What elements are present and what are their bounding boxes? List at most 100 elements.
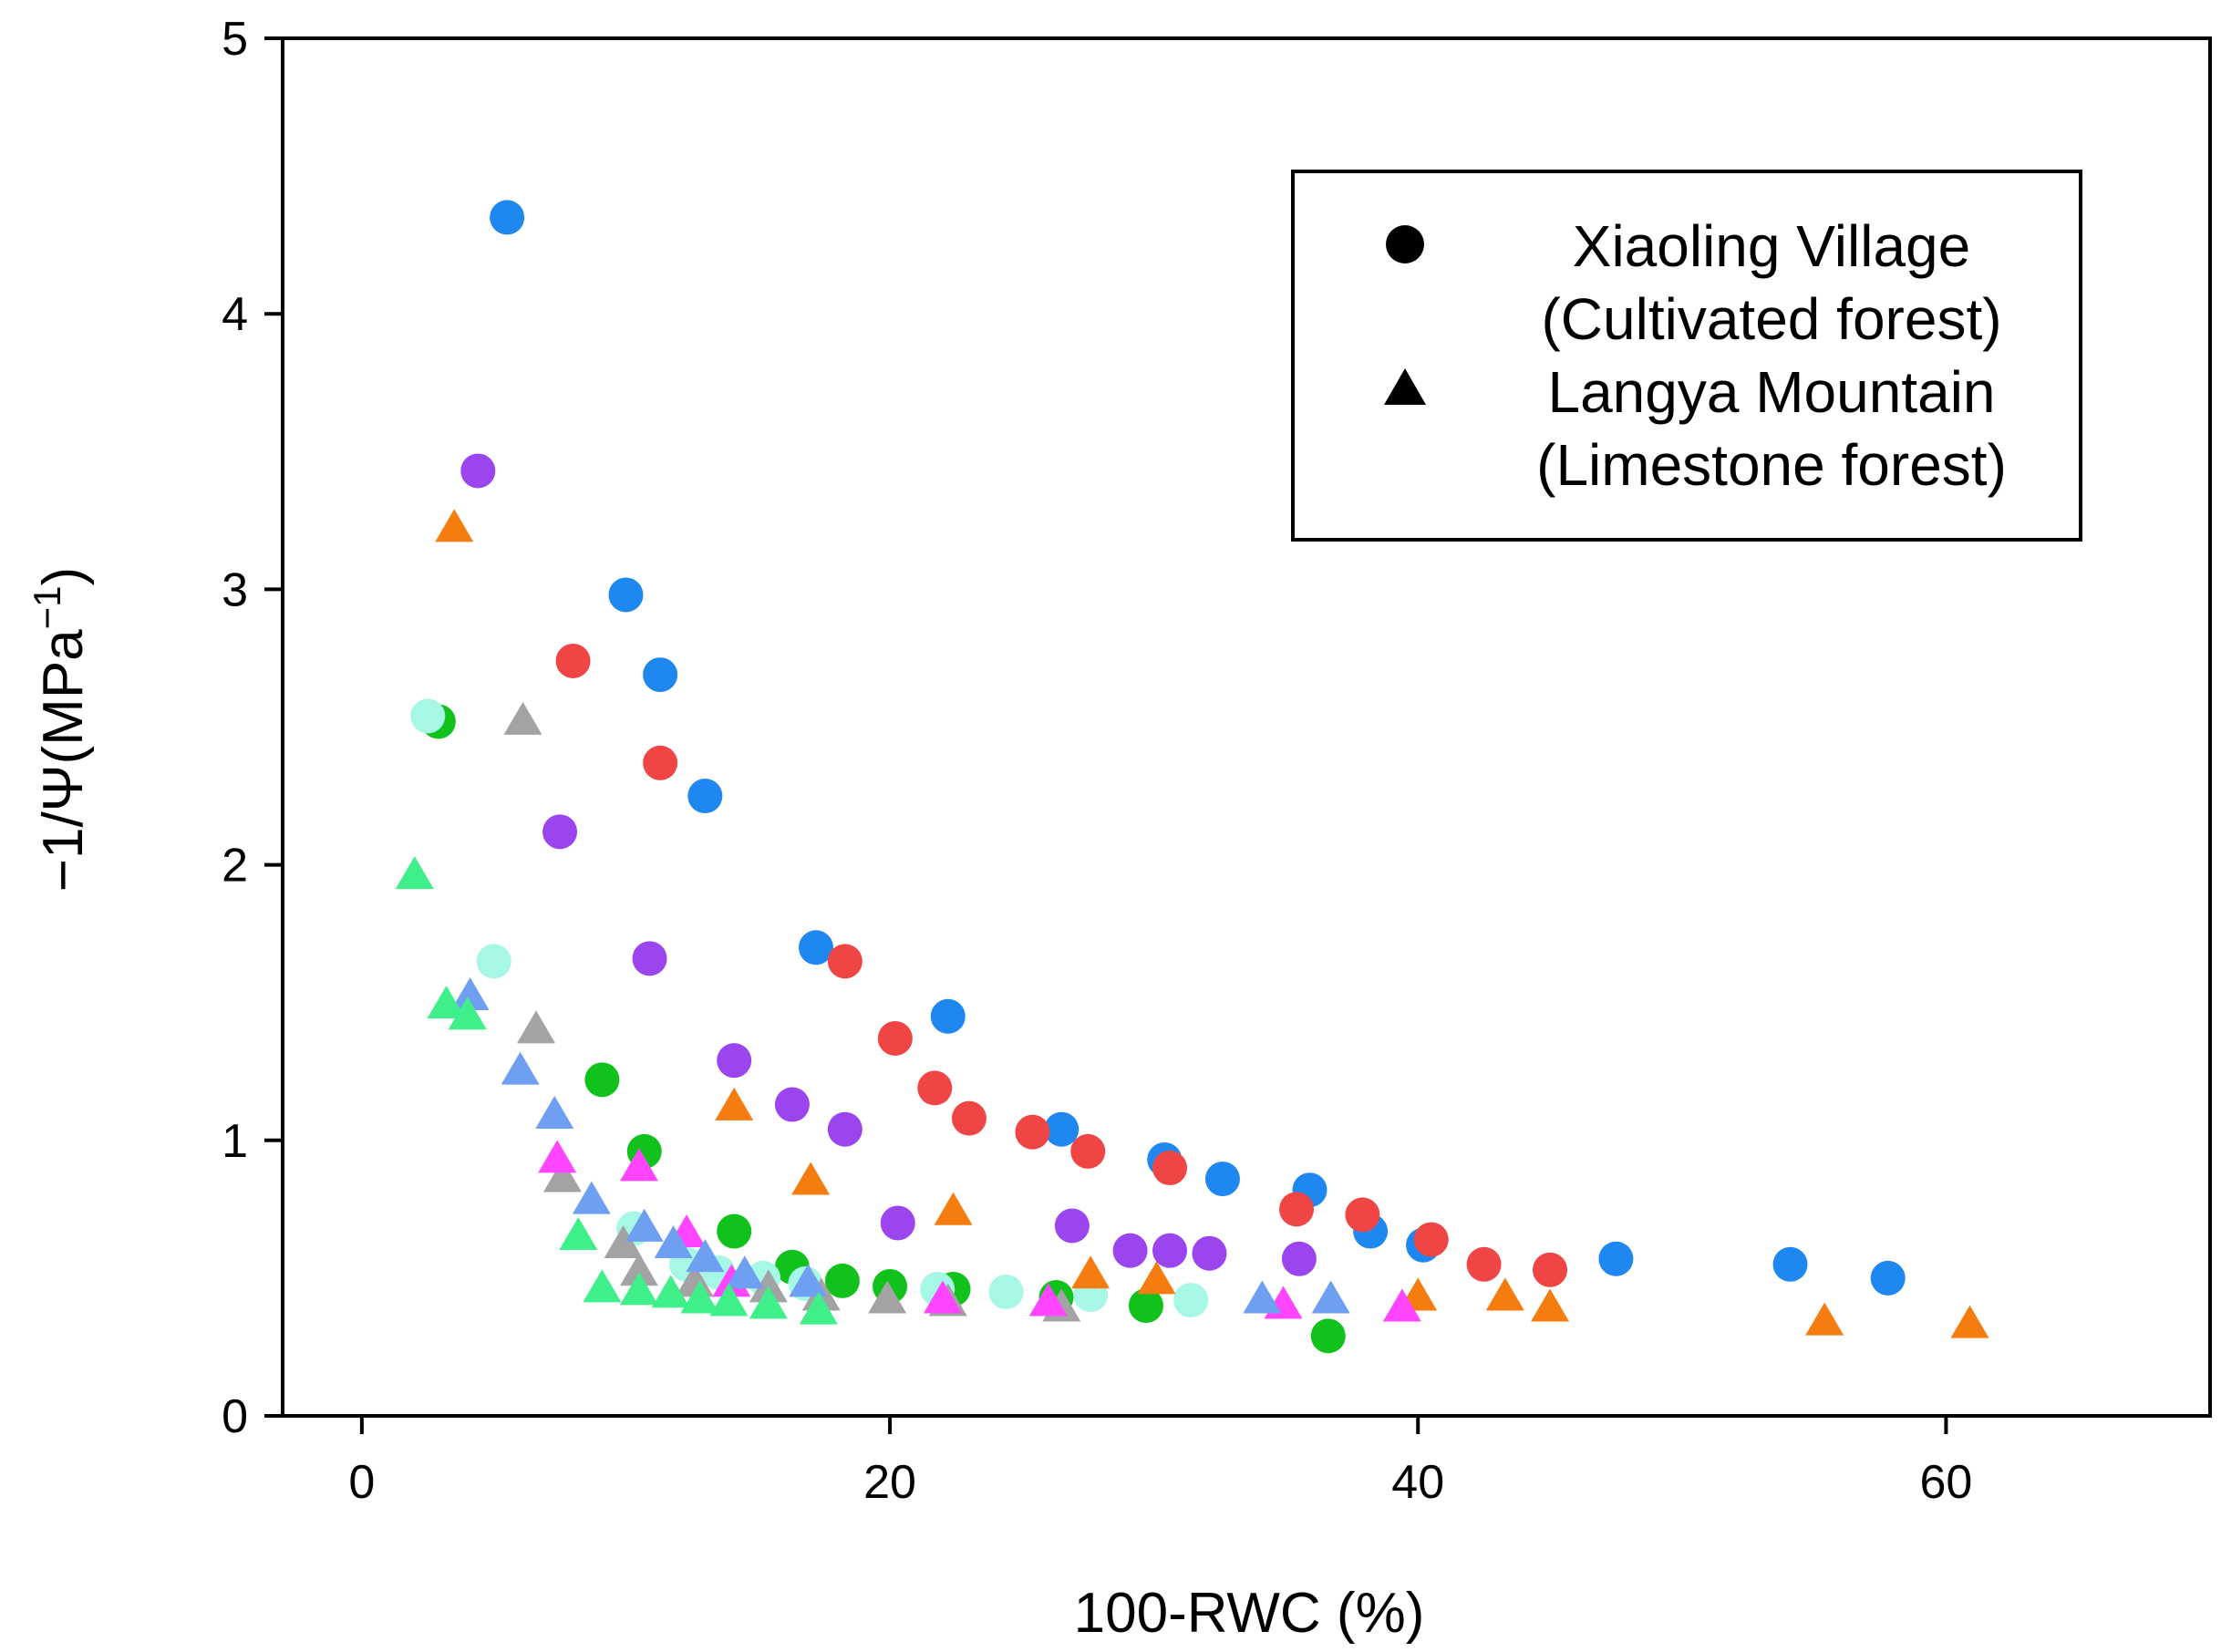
data-point-circle <box>1192 1235 1227 1271</box>
data-point-circle <box>1044 1111 1080 1147</box>
legend-entry-2-line2: (Limestone forest) <box>1536 432 2007 498</box>
data-point-circle <box>988 1275 1024 1310</box>
data-point-circle <box>643 745 678 780</box>
data-point-triangle <box>583 1269 622 1303</box>
legend-triangle-marker <box>1384 368 1426 405</box>
data-point-circle <box>1598 1241 1634 1276</box>
data-point-triangle <box>619 1148 658 1182</box>
data-point-circle <box>824 1263 860 1298</box>
data-point-circle <box>1152 1151 1188 1186</box>
data-point-circle <box>798 930 833 965</box>
x-tick-label: 60 <box>1919 1456 1972 1509</box>
data-point-circle <box>476 944 511 979</box>
data-point-circle <box>827 1111 863 1147</box>
x-tick-label: 40 <box>1391 1456 1444 1509</box>
data-point-circle <box>555 643 591 678</box>
y-axis-title-superscript: −1 <box>26 585 68 629</box>
plot-frame <box>281 36 2212 1418</box>
data-point-circle <box>643 657 678 693</box>
data-point-triangle <box>791 1162 831 1195</box>
data-point-triangle <box>435 509 474 542</box>
data-point-triangle <box>572 1181 611 1214</box>
data-point-circle <box>930 998 966 1034</box>
data-point-circle <box>1281 1241 1317 1276</box>
data-point-triangle <box>517 1010 556 1044</box>
data-point-circle <box>1533 1252 1568 1287</box>
x-axis-ticks: 0 20 40 60 <box>348 1416 1972 1509</box>
data-point-triangle <box>395 856 434 890</box>
data-point-circle <box>687 779 723 814</box>
data-point-triangle <box>542 1159 582 1193</box>
data-point-triangle <box>1311 1280 1350 1314</box>
data-point-circle <box>608 577 644 613</box>
data-point-triangle <box>1382 1288 1421 1322</box>
data-point-circle <box>1070 1133 1106 1169</box>
legend-box <box>1291 170 2082 542</box>
data-point-triangle <box>559 1216 598 1250</box>
legend-entry-1-line1: Xiaoling Village <box>1573 213 1970 279</box>
y-tick-label: 1 <box>222 1115 248 1168</box>
x-axis-title: 100-RWC (%) <box>1074 1582 1425 1645</box>
data-point-triangle <box>749 1285 788 1319</box>
data-point-triangle <box>868 1280 907 1314</box>
legend-entry-1-line2: (Cultivated forest) <box>1541 286 2001 352</box>
data-point-circle <box>460 453 496 489</box>
data-point-triangle <box>501 1051 540 1085</box>
data-point-triangle <box>1485 1277 1524 1311</box>
legend-entry-2-line1: Langya Mountain <box>1547 359 1995 425</box>
data-point-triangle <box>619 1253 658 1286</box>
data-point-circle <box>1345 1197 1380 1233</box>
data-point-triangle <box>503 701 542 735</box>
y-tick-label: 4 <box>222 288 248 341</box>
data-point-triangle <box>1805 1302 1844 1336</box>
data-point-triangle <box>934 1192 973 1225</box>
data-point-circle <box>1152 1233 1188 1268</box>
data-point-circle <box>1112 1233 1148 1268</box>
data-point-triangle <box>619 1272 658 1306</box>
data-point-triangle <box>789 1264 828 1297</box>
data-point-circle <box>542 814 578 850</box>
data-point-triangle <box>1531 1288 1570 1322</box>
data-point-triangle <box>725 1255 764 1289</box>
data-point-circle <box>1054 1208 1090 1244</box>
data-point-triangle <box>1243 1280 1282 1314</box>
data-point-circle <box>1173 1283 1209 1318</box>
data-point-circle <box>1310 1318 1346 1354</box>
data-point-circle <box>717 1043 752 1079</box>
y-tick-label: 3 <box>222 563 248 616</box>
data-point-triangle <box>1071 1255 1110 1289</box>
data-point-circle <box>1413 1222 1449 1257</box>
data-point-circle <box>1466 1246 1502 1282</box>
data-point-circle <box>1128 1288 1163 1324</box>
data-point-triangle <box>604 1225 643 1259</box>
x-tick-label: 0 <box>348 1456 375 1509</box>
data-point-circle <box>1204 1162 1240 1197</box>
data-point-circle <box>490 200 525 235</box>
data-point-triangle <box>715 1087 754 1120</box>
data-point-triangle <box>427 986 466 1019</box>
data-point-circle <box>880 1205 915 1241</box>
data-point-triangle <box>450 977 490 1011</box>
data-point-circle <box>410 698 446 734</box>
y-tick-label: 0 <box>222 1390 248 1443</box>
data-point-triangle <box>686 1239 725 1273</box>
data-point-triangle <box>625 1208 664 1242</box>
y-tick-label: 5 <box>222 13 248 66</box>
data-point-triangle <box>535 1096 574 1130</box>
data-point-triangle <box>538 1140 577 1173</box>
data-point-triangle <box>448 996 487 1030</box>
data-point-circle <box>827 944 863 979</box>
x-tick-label: 20 <box>863 1456 916 1509</box>
data-point-circle <box>1870 1260 1906 1296</box>
data-point-triangle <box>1028 1283 1068 1316</box>
data-points <box>395 200 1989 1354</box>
data-point-circle <box>1772 1246 1808 1282</box>
data-point-triangle <box>709 1283 749 1316</box>
data-point-triangle <box>1137 1261 1176 1295</box>
y-axis-title-close: ) <box>32 567 95 586</box>
y-axis-ticks: 0 1 2 3 4 5 <box>222 13 283 1443</box>
y-tick-label: 2 <box>222 840 248 893</box>
data-point-triangle <box>651 1275 690 1308</box>
data-point-circle <box>632 941 667 976</box>
